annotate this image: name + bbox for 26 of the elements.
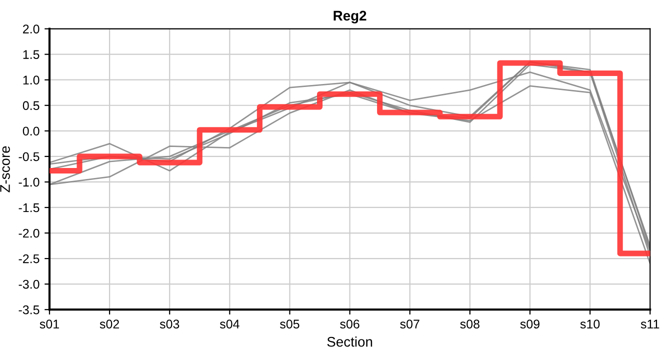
y-tick-label: -3.5: [18, 305, 40, 314]
x-tick-label: s09: [520, 320, 540, 329]
y-tick-label: 0.5: [22, 101, 40, 110]
x-tick-label: s06: [340, 320, 360, 329]
y-tick-label: 1.0: [23, 76, 40, 85]
y-axis-title: Z-score: [0, 146, 10, 192]
x-tick-label: s04: [220, 320, 240, 329]
y-tick-label: -3.0: [18, 280, 40, 289]
y-tick-label: -0.5: [18, 152, 40, 162]
y-tick-label: -1.0: [18, 178, 40, 187]
y-tick-label: -1.5: [18, 203, 40, 212]
x-tick-label: s10: [580, 320, 600, 329]
x-tick-label: s03: [160, 320, 180, 329]
y-tick-label: 1.5: [23, 50, 40, 59]
y-tick-label: 2.0: [23, 24, 40, 34]
x-tick-label: s07: [400, 320, 420, 329]
x-tick-label: s11: [640, 320, 660, 329]
chart-title: Reg2: [334, 10, 366, 24]
y-tick-label: -2.5: [18, 254, 40, 264]
x-tick-label: s08: [460, 320, 480, 329]
x-axis-title: Section: [327, 336, 372, 347]
y-tick-label: -2.0: [18, 228, 40, 238]
x-tick-label: s05: [280, 320, 300, 329]
y-tick-label: 0.0: [22, 126, 40, 136]
x-tick-label: s01: [40, 320, 59, 329]
x-tick-label: s02: [100, 320, 120, 329]
